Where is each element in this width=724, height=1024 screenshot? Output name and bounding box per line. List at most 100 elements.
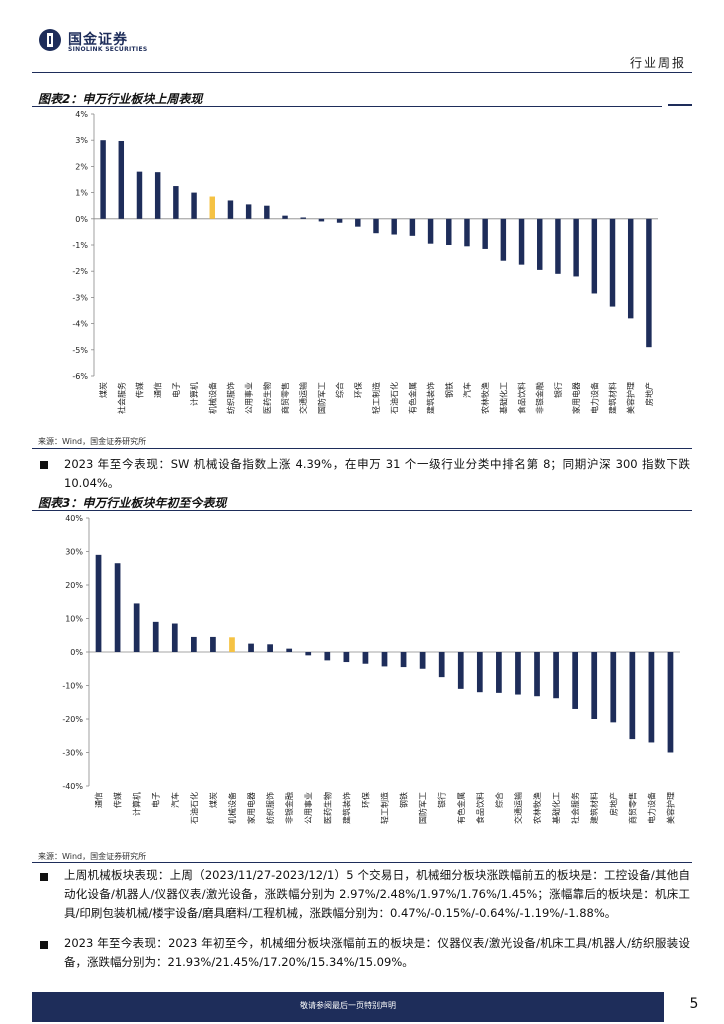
bar bbox=[438, 652, 445, 678]
figure3-title-rule bbox=[32, 510, 692, 511]
x-tick-label: 有色金属 bbox=[456, 792, 466, 824]
x-tick-label: 钢铁 bbox=[399, 792, 409, 808]
x-tick-label: 轻工制造 bbox=[380, 792, 390, 824]
bar bbox=[646, 218, 652, 348]
figure2-title-accent bbox=[668, 104, 692, 106]
bar bbox=[572, 652, 579, 709]
bar bbox=[476, 652, 483, 693]
x-tick-label: 石油石化 bbox=[189, 792, 199, 824]
figure2-title: 图表2：申万行业板块上周表现 bbox=[38, 92, 203, 106]
y-tick-label: -1% bbox=[72, 241, 88, 250]
bar bbox=[534, 652, 540, 697]
y-tick-label: 0% bbox=[75, 215, 88, 224]
x-tick-label: 计算机 bbox=[132, 792, 142, 816]
x-tick-label: 建筑装饰 bbox=[341, 792, 351, 824]
bar bbox=[95, 554, 102, 652]
bar bbox=[210, 636, 216, 652]
y-tick-label: 40% bbox=[65, 514, 83, 523]
figure2-chart: 4% 3% 2% 1% 0% -1% -2% -3% -4% -5% -6% 煤炭 社会服务 传媒 通信 电子… bbox=[72, 110, 658, 414]
bullet2-text: 上周机械板块表现：上周（2023/11/27-2023/12/1）5 个交易日，… bbox=[64, 868, 690, 920]
x-tick-label: 医药生物 bbox=[262, 382, 272, 414]
x-tick-label: 石油石化 bbox=[389, 382, 399, 414]
bar bbox=[136, 171, 143, 219]
x-tick-label: 机械设备 bbox=[227, 792, 237, 824]
x-tick-label: 食品饮料 bbox=[517, 382, 527, 414]
x-tick-label: 环保 bbox=[360, 792, 370, 808]
header-divider bbox=[32, 72, 692, 73]
x-tick-label: 综合 bbox=[335, 382, 345, 398]
bar bbox=[100, 140, 106, 219]
x-tick-label: 农林牧渔 bbox=[532, 792, 542, 824]
bar bbox=[171, 623, 178, 652]
bar bbox=[114, 563, 121, 652]
brand-name-en: SINOLINK SECURITIES bbox=[68, 46, 148, 53]
bar bbox=[482, 218, 488, 249]
y-tick-label: 10% bbox=[65, 615, 83, 624]
figure3-title: 图表3：申万行业板块年初至今表现 bbox=[38, 496, 227, 510]
x-tick-label: 电子 bbox=[151, 792, 161, 808]
bar bbox=[457, 652, 464, 689]
bar bbox=[553, 652, 559, 699]
x-tick-label: 美容护理 bbox=[665, 792, 675, 824]
bar bbox=[446, 218, 452, 245]
x-tick-label: 商贸零售 bbox=[280, 382, 290, 414]
x-tick-label: 社会服务 bbox=[570, 792, 580, 824]
figure3-source: 来源：Wind，国金证券研究所 bbox=[38, 852, 147, 861]
y-tick-label: -30% bbox=[62, 749, 83, 758]
bar bbox=[419, 652, 426, 669]
y-tick-label: -40% bbox=[62, 782, 83, 791]
bullet3-text: 2023 年至今表现：2023 年初至今，机械细分板块涨幅前五的板块是：仪器仪表… bbox=[64, 936, 690, 969]
x-tick-label: 传媒 bbox=[113, 792, 123, 808]
x-tick-label: 综合 bbox=[494, 792, 504, 808]
bar bbox=[373, 218, 379, 234]
bullet-marker bbox=[40, 873, 48, 881]
bar bbox=[555, 218, 561, 274]
y-tick-label: -3% bbox=[72, 293, 88, 302]
x-tick-label: 机械设备 bbox=[207, 382, 217, 414]
bullet-marker bbox=[40, 941, 48, 949]
bar bbox=[133, 603, 140, 652]
x-tick-label: 煤炭 bbox=[98, 382, 108, 398]
bar bbox=[286, 648, 293, 652]
y-tick-label: -10% bbox=[62, 682, 83, 691]
bar bbox=[627, 218, 634, 319]
x-tick-label: 建筑材料 bbox=[589, 792, 599, 824]
x-tick-label: 电力设备 bbox=[589, 382, 599, 414]
x-tick-label: 煤炭 bbox=[208, 792, 218, 808]
x-tick-label: 房地产 bbox=[644, 382, 654, 406]
footer-bar bbox=[32, 992, 664, 1022]
bar bbox=[318, 218, 325, 222]
bar bbox=[591, 218, 598, 294]
x-tick-label: 建筑材料 bbox=[608, 382, 618, 414]
figure3-chart: 40% 30% 20% 10% 0% -10% -20% -30% -40% 通信 传媒 计算机 电子汽… bbox=[62, 514, 680, 824]
bar bbox=[190, 636, 197, 652]
x-tick-label: 纺织服饰 bbox=[225, 382, 235, 414]
x-tick-label: 家用电器 bbox=[571, 382, 581, 414]
bar bbox=[245, 204, 252, 219]
bar bbox=[282, 215, 288, 219]
y-tick-label: -2% bbox=[72, 267, 88, 276]
x-tick-label: 交通运输 bbox=[298, 382, 308, 414]
bar bbox=[648, 652, 655, 743]
y-tick-label: -20% bbox=[62, 715, 83, 724]
bar bbox=[267, 644, 273, 652]
y-tick-label: -6% bbox=[72, 372, 88, 381]
bar bbox=[229, 637, 235, 652]
x-tick-label: 社会服务 bbox=[116, 382, 126, 414]
x-tick-label: 农林牧渔 bbox=[480, 382, 490, 414]
bar bbox=[173, 186, 179, 219]
figure2-bottom-rule bbox=[32, 448, 692, 449]
bar bbox=[427, 218, 434, 244]
brand-name: 国金证券 bbox=[68, 32, 128, 48]
footer-disclaimer: 敬请参阅最后一页特别声明 bbox=[300, 1001, 396, 1010]
bar bbox=[248, 643, 254, 652]
x-tick-label: 汽车 bbox=[462, 382, 472, 398]
y-tick-label: 2% bbox=[75, 162, 88, 171]
x-tick-label: 传媒 bbox=[134, 382, 144, 398]
bullet-marker bbox=[40, 461, 48, 469]
x-tick-label: 医药生物 bbox=[322, 792, 332, 824]
y-tick-label: -4% bbox=[72, 320, 88, 329]
x-tick-label: 电力设备 bbox=[646, 792, 656, 824]
figure2-source: 来源：Wind，国金证券研究所 bbox=[38, 437, 147, 446]
bar bbox=[391, 218, 397, 235]
